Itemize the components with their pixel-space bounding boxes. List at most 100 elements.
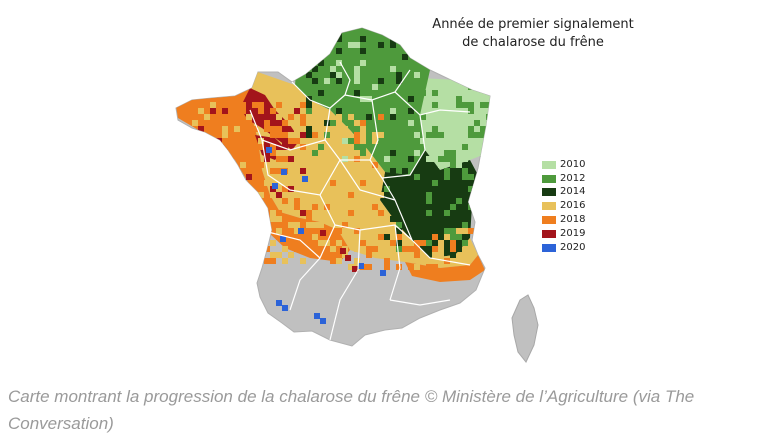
infection-cell <box>396 246 402 252</box>
infection-cell <box>444 210 450 216</box>
infection-cell <box>414 108 420 114</box>
infection-cell <box>318 90 324 96</box>
infection-cell <box>426 192 432 198</box>
infection-cell <box>462 210 468 216</box>
infection-cell <box>438 186 444 192</box>
infection-cell <box>390 186 396 192</box>
infection-cell <box>312 144 318 150</box>
infection-cell <box>300 132 306 138</box>
infection-cell <box>306 72 312 78</box>
infection-cell <box>324 78 330 84</box>
infection-cell <box>384 78 390 84</box>
infection-cell <box>432 192 438 198</box>
infection-cell <box>312 30 318 36</box>
infection-cell <box>444 156 450 162</box>
infection-cell <box>360 156 366 162</box>
infection-cell <box>342 102 348 108</box>
legend-label: 2012 <box>560 172 586 184</box>
infection-cell <box>396 240 402 246</box>
infection-cell <box>468 108 474 114</box>
infection-cell <box>390 72 396 78</box>
map-title-line-1: Année de premier signalement <box>432 17 634 32</box>
infection-cell <box>414 132 420 138</box>
infection-cell <box>378 210 384 216</box>
legend-item-2010: 2010 <box>542 158 622 172</box>
infection-cell <box>354 138 360 144</box>
infection-cell <box>360 144 366 150</box>
infection-cell <box>438 258 444 264</box>
infection-cell <box>396 198 402 204</box>
infection-cell <box>426 264 432 270</box>
infection-cell <box>336 228 342 234</box>
infection-cell <box>276 252 282 258</box>
infection-cell <box>240 120 246 126</box>
infection-cell-2020 <box>272 183 278 189</box>
infection-cell <box>372 132 378 138</box>
infection-cell <box>384 258 390 264</box>
infection-cell <box>252 102 258 108</box>
infection-cell <box>378 78 384 84</box>
infection-cell <box>294 222 300 228</box>
infection-cell <box>324 156 330 162</box>
infection-cell <box>300 258 306 264</box>
infection-cell <box>360 240 366 246</box>
infection-cell <box>288 198 294 204</box>
infection-cell <box>336 72 342 78</box>
infection-cell <box>354 198 360 204</box>
infection-cell <box>372 198 378 204</box>
infection-cell <box>258 144 264 150</box>
infection-cell <box>438 150 444 156</box>
infection-cell <box>384 66 390 72</box>
infection-cell <box>378 234 384 240</box>
infection-cell <box>408 66 414 72</box>
infection-cell <box>432 132 438 138</box>
infection-cell <box>270 240 276 246</box>
infection-cell <box>462 258 468 264</box>
infection-cell <box>360 96 366 102</box>
infection-cell <box>414 198 420 204</box>
infection-cell <box>204 108 210 114</box>
infection-cell <box>294 168 300 174</box>
infection-cell <box>282 258 288 264</box>
infection-cell <box>330 84 336 90</box>
infection-cell <box>312 132 318 138</box>
infection-cell <box>390 108 396 114</box>
infection-cell <box>306 216 312 222</box>
infection-cell <box>270 108 276 114</box>
infection-cell <box>420 234 426 240</box>
legend-item-2016: 2016 <box>542 199 622 213</box>
infection-cell <box>396 264 402 270</box>
infection-cell <box>444 216 450 222</box>
infection-cell <box>426 138 432 144</box>
infection-cell <box>408 42 414 48</box>
infection-cell <box>384 120 390 126</box>
infection-cell <box>354 228 360 234</box>
infection-cell <box>198 144 204 150</box>
infection-cell <box>342 156 348 162</box>
infection-cell <box>318 180 324 186</box>
infection-cell <box>348 264 354 270</box>
infection-cell <box>306 156 312 162</box>
infection-cell <box>306 132 312 138</box>
infection-cell <box>282 138 288 144</box>
infection-cell <box>336 30 342 36</box>
infection-cell <box>402 54 408 60</box>
infection-cell <box>336 84 342 90</box>
infection-cell <box>210 144 216 150</box>
infection-cell <box>378 42 384 48</box>
infection-cell <box>396 174 402 180</box>
infection-cell <box>450 180 456 186</box>
infection-cell <box>192 168 198 174</box>
infection-cell <box>444 168 450 174</box>
infection-cell <box>354 144 360 150</box>
infection-cell <box>294 198 300 204</box>
infection-cell <box>426 228 432 234</box>
infection-cell <box>366 114 372 120</box>
image-caption: Carte montrant la progression de la chal… <box>8 387 695 433</box>
infection-cell <box>264 180 270 186</box>
zone-2018 <box>176 88 350 262</box>
infection-cell <box>414 246 420 252</box>
infection-cell <box>384 240 390 246</box>
infection-cell <box>408 120 414 126</box>
infection-cell <box>276 216 282 222</box>
